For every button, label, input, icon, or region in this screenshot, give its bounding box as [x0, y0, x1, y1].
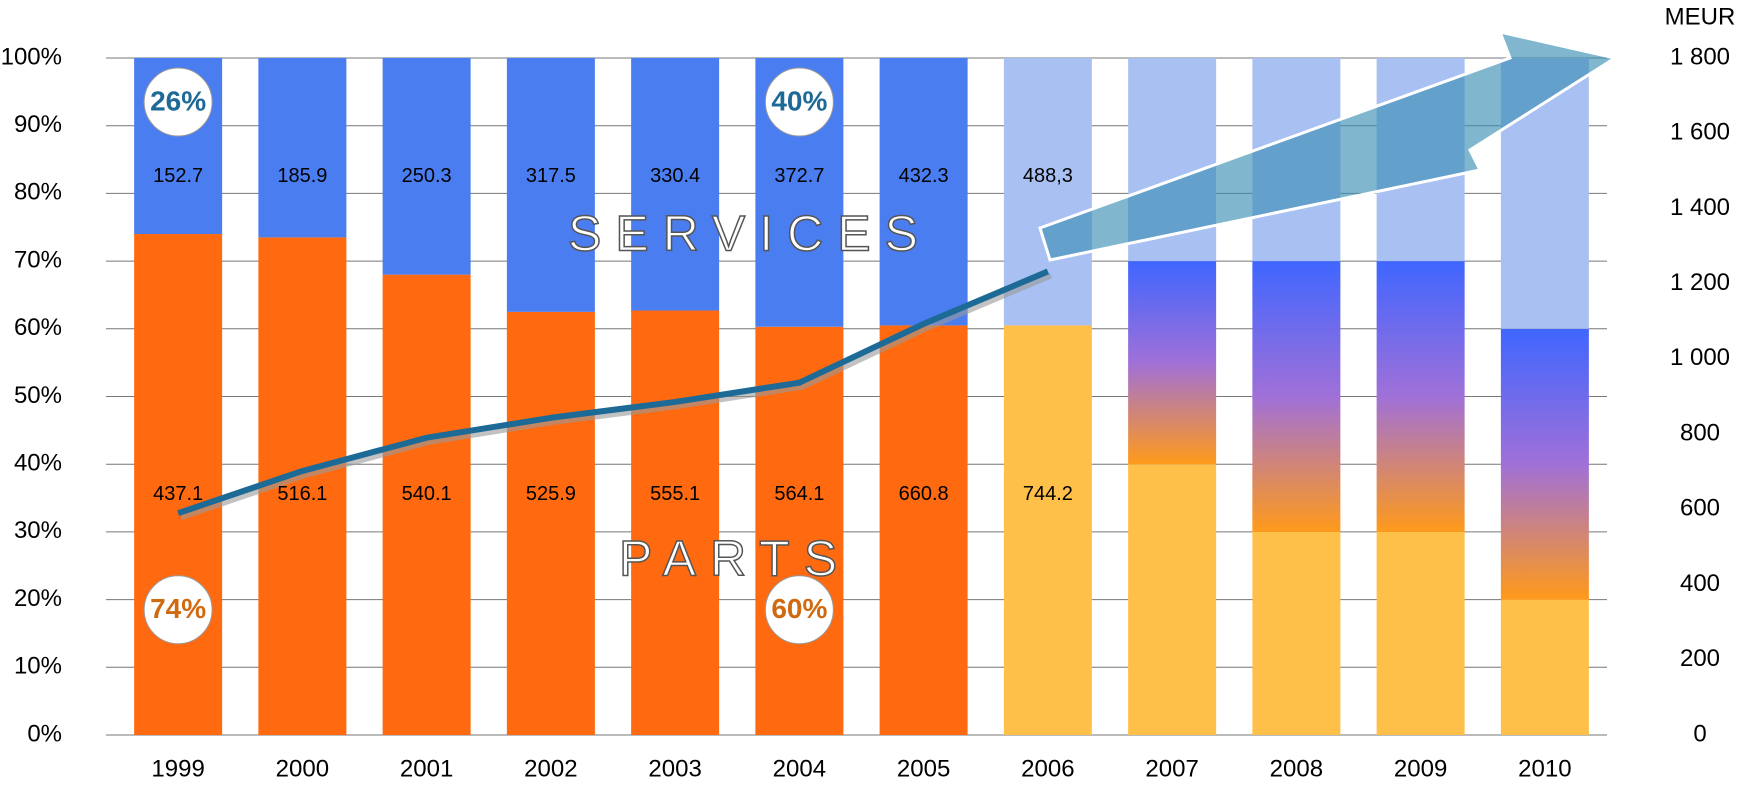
y-tick-label: 70%	[14, 246, 62, 273]
data-label: 660.8	[899, 483, 949, 505]
bar-segment	[879, 325, 968, 735]
annotation: 40%	[771, 85, 827, 116]
data-label: 516.1	[277, 483, 327, 505]
x-tick-label: 2010	[1518, 755, 1571, 782]
data-label: 525.9	[526, 483, 576, 505]
series-label: PARTS	[619, 531, 851, 587]
y-tick-label: 80%	[14, 179, 62, 206]
x-tick-label: 1999	[151, 755, 204, 782]
bar-segment	[631, 310, 720, 735]
y2-axis-title: MEUR	[1665, 3, 1736, 30]
bar-segment	[134, 234, 223, 735]
data-label: 330.4	[650, 165, 700, 187]
trend-arrow	[1038, 29, 1619, 262]
annotation-circle	[764, 67, 834, 137]
data-label: 540.1	[402, 483, 452, 505]
data-label: 437.1	[153, 483, 203, 505]
bar-segment	[1003, 325, 1092, 735]
y-tick-label: 60%	[14, 314, 62, 341]
x-tick-label: 2004	[773, 755, 826, 782]
y-tick-label: 0%	[27, 720, 62, 747]
bar-segment	[382, 274, 471, 735]
bar-segment	[1252, 531, 1341, 735]
data-label: 250.3	[402, 165, 452, 187]
x-tick-label: 2002	[524, 755, 577, 782]
y-tick-label: 50%	[14, 382, 62, 409]
bar-segment	[1376, 531, 1465, 735]
annotation-circle	[764, 575, 834, 645]
total-line	[177, 268, 1050, 517]
bar-segment	[1500, 599, 1589, 735]
data-label: 432.3	[899, 165, 949, 187]
x-tick-label: 2000	[276, 755, 329, 782]
y-tick-label: 10%	[14, 653, 62, 680]
bar-segment	[1500, 328, 1589, 600]
y2-tick-label: 800	[1680, 419, 1720, 446]
bar-segment	[506, 58, 595, 312]
data-label: 372.7	[774, 165, 824, 187]
y2-tick-label: 1 200	[1670, 269, 1730, 296]
bar-segment	[879, 58, 968, 326]
y2-tick-label: 1 400	[1670, 194, 1730, 221]
annotation: 60%	[771, 593, 827, 624]
y2-tick-label: 0	[1693, 720, 1706, 747]
bar-segment	[1376, 261, 1465, 532]
bar-segment	[755, 326, 844, 735]
y-tick-label: 100%	[1, 43, 62, 70]
bar-segment	[258, 58, 347, 238]
data-label: 488,3	[1023, 165, 1073, 187]
annotation: 26%	[150, 85, 206, 116]
series-label: SERVICES	[568, 206, 932, 262]
bar-segment	[1128, 464, 1217, 735]
x-tick-label: 2007	[1145, 755, 1198, 782]
bar-segment	[1252, 261, 1341, 532]
data-label: 564.1	[774, 483, 824, 505]
data-label: 317.5	[526, 165, 576, 187]
bar-segment	[631, 58, 720, 311]
data-label: 185.9	[277, 165, 327, 187]
x-tick-label: 2008	[1270, 755, 1323, 782]
y2-tick-label: 400	[1680, 570, 1720, 597]
y2-tick-label: 1 600	[1670, 119, 1730, 146]
line-shadow	[180, 272, 1053, 521]
annotation: 74%	[150, 593, 206, 624]
x-tick-label: 2001	[400, 755, 453, 782]
x-tick-label: 2003	[648, 755, 701, 782]
y-tick-label: 20%	[14, 585, 62, 612]
y-tick-label: 90%	[14, 111, 62, 138]
annotation-circle	[143, 67, 213, 137]
data-label: 744.2	[1023, 483, 1073, 505]
x-tick-label: 2009	[1394, 755, 1447, 782]
bar-segment	[506, 311, 595, 735]
y-tick-label: 30%	[14, 517, 62, 544]
bar-segment	[382, 58, 471, 275]
y-tick-label: 40%	[14, 450, 62, 477]
data-label: 152.7	[153, 165, 203, 187]
y2-tick-label: 1 000	[1670, 344, 1730, 371]
x-tick-label: 2006	[1021, 755, 1074, 782]
y2-tick-label: 1 800	[1670, 43, 1730, 70]
x-tick-label: 2005	[897, 755, 950, 782]
annotation-circle	[143, 575, 213, 645]
data-label: 555.1	[650, 483, 700, 505]
y2-tick-label: 600	[1680, 495, 1720, 522]
bar-segment	[1128, 261, 1217, 465]
y2-tick-label: 200	[1680, 645, 1720, 672]
